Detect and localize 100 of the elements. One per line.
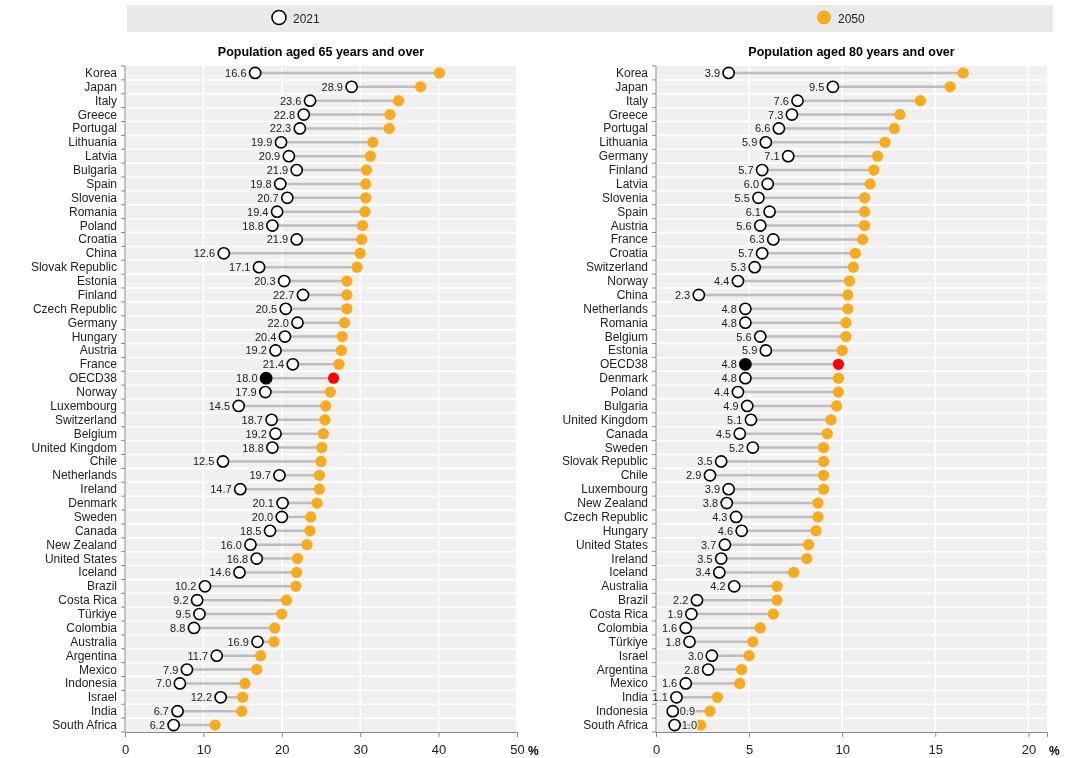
y-tick-label: OECD38 <box>68 371 118 386</box>
y-tick-label: Korea <box>615 65 649 80</box>
data-label: 6.6 <box>754 122 771 135</box>
data-label: 12.2 <box>190 691 213 704</box>
data-label: 14.6 <box>209 566 231 579</box>
data-label: 5.6 <box>736 330 752 343</box>
data-label: 16.0 <box>220 538 242 551</box>
data-label: 12.6 <box>193 247 216 260</box>
y-tick-label: Israel <box>618 648 648 663</box>
data-label: 1.8 <box>665 635 681 648</box>
y-tick-label: United Kingdom <box>562 412 648 427</box>
data-label: 22.7 <box>272 288 295 301</box>
y-tick-label: Italy <box>625 93 648 108</box>
y-tick-label: Sweden <box>604 440 648 455</box>
y-tick-label: Chile <box>89 454 118 469</box>
data-label: 16.8 <box>226 552 249 565</box>
data-label: 16.6 <box>225 66 247 79</box>
data-label: 5.7 <box>738 247 754 260</box>
y-tick-label: India <box>621 690 649 705</box>
data-label: 19.2 <box>245 344 267 357</box>
data-label: 19.8 <box>250 177 272 190</box>
data-label: 20.3 <box>254 275 276 288</box>
y-tick-label: Canada <box>74 523 118 538</box>
y-tick-label: Denmark <box>599 371 649 386</box>
data-label: 3.0 <box>687 649 704 662</box>
data-label: 9.5 <box>808 80 825 93</box>
data-label: 6.0 <box>743 177 760 190</box>
data-label: 3.5 <box>697 552 713 565</box>
legend-label: 2021 <box>293 11 321 26</box>
x-tick-label: 20 <box>275 742 290 758</box>
data-label: 4.8 <box>721 316 737 329</box>
data-label: 5.5 <box>734 191 750 204</box>
y-tick-label: Türkiye <box>77 607 118 622</box>
y-tick-label: United States <box>44 551 117 566</box>
data-label: 14.5 <box>208 399 231 412</box>
y-tick-label: China <box>85 246 118 261</box>
y-tick-label: Norway <box>607 274 648 289</box>
data-label: 4.4 <box>714 386 730 399</box>
y-tick-label: Bulgaria <box>603 398 649 413</box>
x-axis-title: % <box>528 744 539 758</box>
y-tick-label: Netherlands <box>52 468 117 483</box>
data-label: 19.4 <box>247 205 269 218</box>
data-label: 20.5 <box>255 302 278 315</box>
data-label: 20.9 <box>258 150 281 163</box>
y-tick-label: Lithuania <box>599 135 649 150</box>
y-tick-label: Japan <box>84 79 117 94</box>
y-tick-label: South Africa <box>52 718 118 733</box>
y-tick-label: Portugal <box>603 121 648 136</box>
y-tick-label: Costa Rica <box>589 607 649 622</box>
y-tick-label: Belgium <box>604 329 648 344</box>
y-tick-label: Mexico <box>609 676 649 691</box>
y-tick-label: Latvia <box>615 176 649 191</box>
y-tick-label: Indonesia <box>595 704 649 719</box>
data-label: 21.9 <box>266 233 289 246</box>
data-label: 18.8 <box>242 219 264 232</box>
y-tick-label: Lithuania <box>68 135 118 150</box>
y-tick-label: Greece <box>608 107 649 122</box>
y-tick-label: Netherlands <box>583 301 648 316</box>
data-label: 21.4 <box>262 358 285 371</box>
y-tick-label: Estonia <box>76 274 118 289</box>
y-tick-label: Mexico <box>78 662 118 677</box>
data-label: 4.8 <box>721 372 737 385</box>
data-label: 20.4 <box>254 330 277 343</box>
y-tick-label: Hungary <box>602 523 648 538</box>
y-tick-label: Bulgaria <box>72 163 118 178</box>
data-label: 28.9 <box>321 80 343 93</box>
data-label: 4.8 <box>721 358 737 371</box>
y-tick-label: Czech Republic <box>32 301 117 316</box>
data-label: 5.9 <box>741 136 758 149</box>
data-label: 11.7 <box>187 649 209 662</box>
y-tick-label: Brazil <box>617 593 648 608</box>
y-tick-label: Germany <box>598 149 648 164</box>
y-tick-label: Romania <box>68 204 118 219</box>
y-tick-label: Indonesia <box>64 676 118 691</box>
y-tick-label: Austria <box>610 218 649 233</box>
data-label: 3.8 <box>702 497 719 510</box>
data-label: 6.3 <box>749 233 765 246</box>
y-tick-label: Switzerland <box>54 412 117 427</box>
data-label: 3.9 <box>704 66 721 79</box>
data-label: 5.7 <box>738 164 754 177</box>
y-tick-label: Latvia <box>84 149 118 164</box>
x-tick-label: 30 <box>353 742 368 758</box>
y-tick-label: France <box>610 232 649 247</box>
data-label: 9.5 <box>175 608 191 621</box>
data-label: 8.8 <box>170 621 186 634</box>
data-label: 22.3 <box>269 122 292 135</box>
y-tick-label: Ireland <box>611 551 648 566</box>
x-tick-label: 0 <box>652 742 661 758</box>
y-tick-label: France <box>79 357 118 372</box>
y-tick-label: Slovak Republic <box>30 260 117 275</box>
y-tick-label: Austria <box>79 343 118 358</box>
y-tick-label: Korea <box>84 65 118 80</box>
data-label: 17.9 <box>235 386 257 399</box>
y-tick-label: Israel <box>87 690 117 705</box>
y-tick-label: Switzerland <box>585 260 648 275</box>
y-tick-label: Japan <box>615 79 648 94</box>
data-label: 21.9 <box>266 164 289 177</box>
y-tick-label: Chile <box>620 468 649 483</box>
data-label: 9.2 <box>173 594 189 607</box>
data-label: 2.9 <box>686 469 702 482</box>
